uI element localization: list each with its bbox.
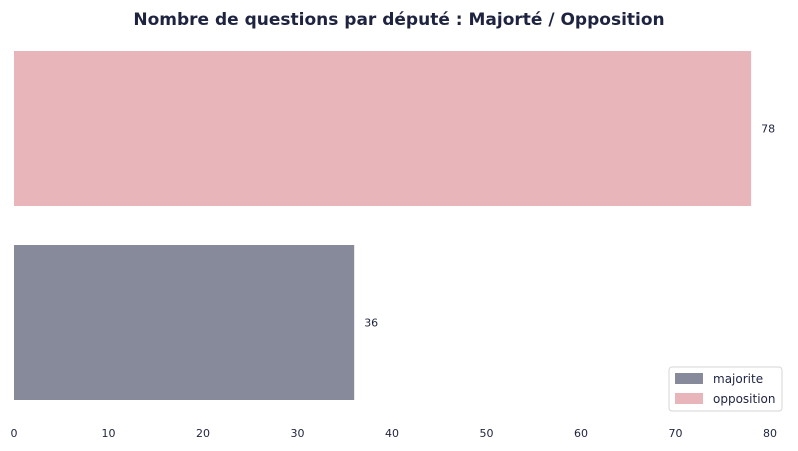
bar-opposition [14, 51, 752, 206]
legend-label-opposition: opposition [713, 392, 776, 406]
x-tick-label: 10 [102, 427, 116, 440]
x-tick-label: 40 [385, 427, 399, 440]
x-tick-label: 30 [291, 427, 305, 440]
x-tick-label: 70 [669, 427, 683, 440]
x-tick-label: 80 [763, 427, 777, 440]
bars-group: 78 36 [14, 51, 775, 400]
x-tick-label: 50 [480, 427, 494, 440]
legend-swatch-opposition [675, 393, 703, 404]
legend-label-majorite: majorite [713, 372, 763, 386]
data-label-opposition: 78 [761, 123, 775, 136]
x-axis: 0 10 20 30 40 50 60 70 80 [11, 427, 778, 440]
bar-majorite [14, 245, 355, 400]
chart-title: Nombre de questions par député : Majorté… [133, 10, 664, 30]
x-tick-label: 20 [196, 427, 210, 440]
legend-swatch-majorite [675, 373, 703, 384]
legend: majorite opposition [668, 366, 783, 412]
x-tick-label: 60 [574, 427, 588, 440]
x-tick-label: 0 [11, 427, 18, 440]
data-label-majorite: 36 [364, 317, 378, 330]
